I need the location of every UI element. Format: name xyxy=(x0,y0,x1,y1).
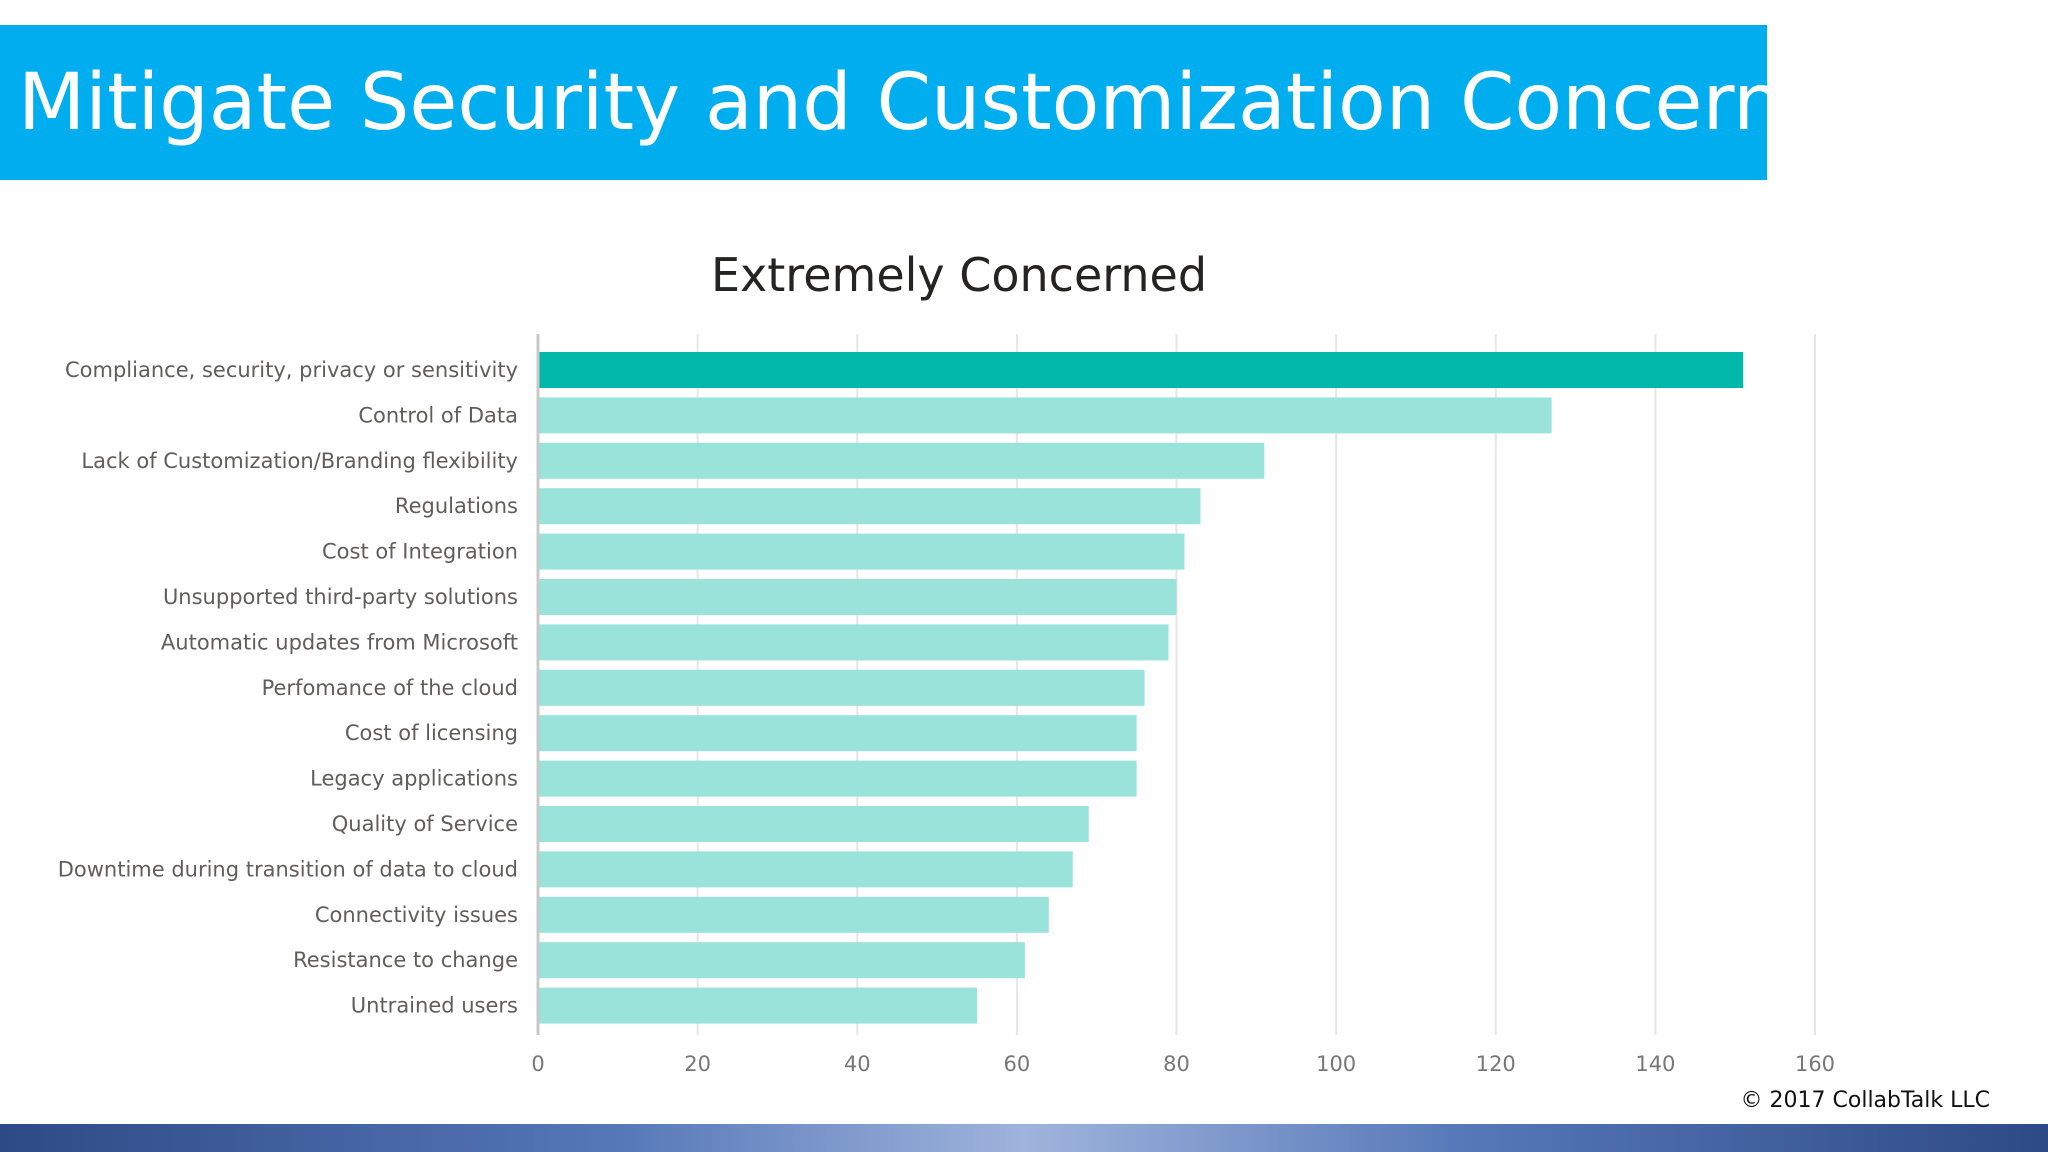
category-label: Connectivity issues xyxy=(315,903,518,927)
x-tick-label: 60 xyxy=(1004,1052,1031,1076)
category-label: Automatic updates from Microsoft xyxy=(161,630,518,654)
slide-title: Mitigate Security and Customization Conc… xyxy=(18,57,1824,148)
category-label: Cost of Integration xyxy=(322,540,518,564)
category-label: Legacy applications xyxy=(310,767,518,791)
chart-title: Extremely Concerned xyxy=(710,248,1208,302)
bar[interactable] xyxy=(538,896,1049,933)
bar[interactable] xyxy=(538,352,1744,388)
bar[interactable] xyxy=(538,715,1137,752)
bar[interactable] xyxy=(538,806,1089,842)
category-label: Lack of Customization/Branding flexibili… xyxy=(81,449,518,473)
bar[interactable] xyxy=(538,488,1201,525)
bar[interactable] xyxy=(538,624,1169,661)
x-tick-label: 0 xyxy=(531,1052,544,1076)
title-banner: Mitigate Security and Customization Conc… xyxy=(0,25,1823,180)
category-label: Resistance to change xyxy=(293,948,518,972)
x-tick-label: 160 xyxy=(1795,1052,1835,1076)
bar[interactable] xyxy=(538,669,1145,706)
category-labels: Compliance, security, privacy or sensiti… xyxy=(58,358,518,1018)
category-label: Control of Data xyxy=(358,403,518,427)
x-tick-label: 120 xyxy=(1476,1052,1516,1076)
x-tick-label: 100 xyxy=(1316,1052,1356,1076)
bar[interactable] xyxy=(538,851,1073,888)
category-label: Compliance, security, privacy or sensiti… xyxy=(65,358,518,382)
x-tick-label: 140 xyxy=(1635,1052,1675,1076)
bar[interactable] xyxy=(538,533,1185,570)
category-label: Cost of licensing xyxy=(345,721,518,745)
category-label: Perfomance of the cloud xyxy=(262,676,518,700)
x-tick-labels: 0 20 40 60 80 100 120 140 160 xyxy=(531,1052,1835,1076)
x-tick-label: 80 xyxy=(1163,1052,1190,1076)
bar[interactable] xyxy=(538,760,1137,797)
x-tick-label: 40 xyxy=(844,1052,871,1076)
category-label: Untrained users xyxy=(351,994,518,1018)
category-label: Regulations xyxy=(395,494,518,518)
footer-gradient-bar xyxy=(0,1124,2048,1152)
category-label: Quality of Service xyxy=(332,812,518,836)
copyright-notice: © 2017 CollabTalk LLC xyxy=(1740,1088,1990,1113)
bar[interactable] xyxy=(538,397,1552,434)
bar[interactable] xyxy=(538,942,1025,979)
x-tick-label: 20 xyxy=(684,1052,711,1076)
bar[interactable] xyxy=(538,579,1177,615)
bar[interactable] xyxy=(538,987,977,1024)
category-label: Unsupported third-party solutions xyxy=(163,585,518,609)
category-label: Downtime during transition of data to cl… xyxy=(58,857,518,881)
bar[interactable] xyxy=(538,442,1265,479)
bars xyxy=(538,352,1744,1024)
